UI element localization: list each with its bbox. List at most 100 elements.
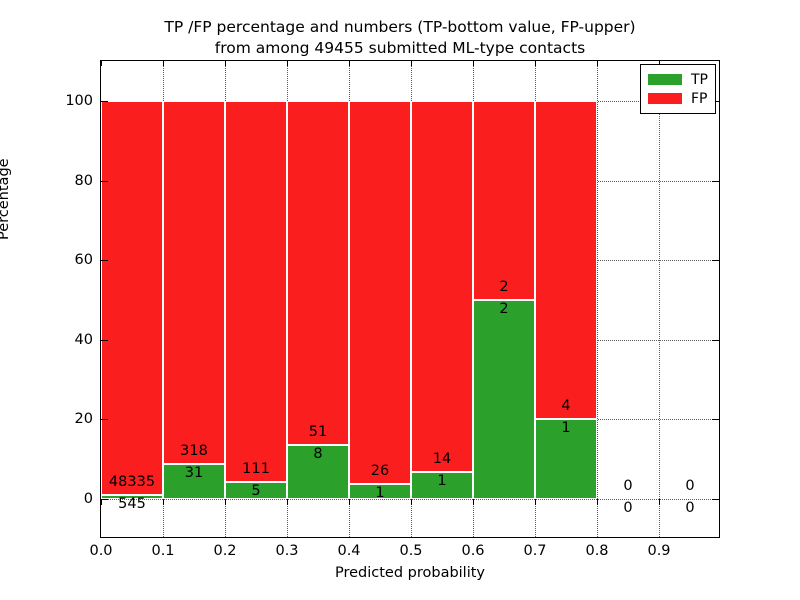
bar-value-fp: 111	[242, 460, 270, 477]
y-tick-label: 60	[74, 252, 93, 269]
plot-axes: 48335 545 318 31 111 5 51 8 26 1 14 1 2 2 4 1 0 0 0 0 0.0 0.1…	[65, 60, 720, 559]
y-tick-label: 20	[74, 411, 93, 428]
y-tick-label: 40	[74, 331, 93, 348]
bar-stack	[287, 101, 349, 499]
bar-value-tp: 1	[437, 473, 447, 490]
bar-stack	[349, 101, 411, 499]
y-tick	[101, 260, 108, 262]
x-axis-title: Predicted probability	[334, 565, 486, 581]
x-tick	[163, 499, 164, 505]
bar-segment-tp	[287, 444, 349, 499]
bar-value-fp: 48335	[108, 473, 156, 490]
bar-value-fp: 0	[685, 478, 695, 494]
bar-value-tp: 545	[118, 495, 146, 512]
x-tick-label: 0.4	[337, 543, 361, 559]
x-tick-top	[473, 61, 474, 66]
bar-stack	[163, 101, 225, 499]
bar-segment-tp	[473, 300, 535, 499]
chart-title-line1: TP /FP percentage and numbers (TP-bottom…	[164, 18, 636, 36]
y-tick	[101, 419, 108, 421]
x-tick-label: 0.8	[585, 543, 609, 559]
y-tick	[101, 180, 108, 182]
x-tick	[225, 499, 226, 505]
gridline-horizontal	[101, 499, 719, 500]
bar-segment-fp	[535, 101, 597, 420]
x-tick-top	[659, 61, 660, 66]
legend-item-fp: FP	[648, 89, 708, 108]
y-tick-right	[712, 419, 719, 421]
bar-value-fp: 26	[370, 463, 390, 480]
bar-segment-fp	[101, 101, 163, 495]
bar-value-tp: 8	[313, 445, 323, 462]
plot-area: 48335 545 318 31 111 5 51 8 26 1 14 1 2 2 4 1 0 0 0 0 0.0 0.1…	[65, 61, 719, 559]
bar-value-tp: 1	[375, 485, 385, 502]
x-tick-top	[163, 61, 164, 66]
y-tick-right	[712, 339, 719, 341]
bar-stack	[101, 101, 163, 499]
legend-label-tp: TP	[691, 71, 708, 88]
x-tick-top	[411, 61, 412, 66]
bar-value-fp: 0	[623, 478, 633, 494]
bar-value-tp: 2	[499, 301, 509, 317]
legend-swatch-fp	[648, 93, 682, 104]
x-tick-top	[101, 61, 102, 66]
bar-segment-tp	[101, 494, 163, 499]
bar-segment-tp	[163, 463, 225, 499]
y-axis-title: Percentage	[0, 158, 12, 240]
bar-value-tp: 0	[685, 500, 695, 516]
x-tick-top	[349, 61, 350, 66]
y-tick-label: 80	[74, 172, 93, 189]
x-tick	[535, 499, 536, 505]
x-tick-label: 0.7	[523, 543, 547, 559]
y-tick-right	[712, 260, 719, 262]
bar-segment-fp	[225, 101, 287, 482]
x-tick	[411, 499, 412, 505]
y-tick-right	[712, 180, 719, 182]
x-tick-label: 0.6	[461, 543, 485, 559]
y-tick	[101, 101, 108, 102]
bar-value-tp: 1	[561, 420, 571, 437]
bar-value-tp: 5	[251, 482, 261, 499]
y-tick	[101, 499, 108, 500]
y-tick-label: 100	[65, 93, 93, 109]
bar-segment-tp	[535, 419, 597, 499]
x-tick-label: 0.3	[275, 543, 299, 559]
x-tick-top	[287, 61, 288, 66]
bar-segment-fp	[473, 101, 535, 300]
bar-segment-fp	[287, 101, 349, 445]
x-tick	[597, 499, 598, 505]
chart-title: TP /FP percentage and numbers (TP-bottom…	[0, 17, 800, 59]
chart-title-line2: from among 49455 submitted ML-type conta…	[214, 39, 586, 57]
x-tick-top	[535, 61, 536, 66]
bar-segment-tp	[349, 484, 411, 499]
bar-value-fp: 4	[561, 398, 571, 415]
bar-segment-tp	[411, 472, 473, 499]
bar-segment-fp	[349, 101, 411, 485]
chart-legend[interactable]: TP FP	[640, 64, 716, 114]
x-tick-label: 0.0	[89, 543, 113, 559]
x-tick-label: 0.2	[213, 543, 237, 559]
bar-segment-fp	[163, 101, 225, 464]
y-tick-label: 0	[83, 491, 93, 507]
bar-value-tp: 31	[184, 464, 204, 481]
y-tick-right	[712, 499, 719, 500]
x-tick-label: 0.9	[647, 543, 671, 559]
bar-stack	[473, 101, 535, 499]
legend-swatch-tp	[648, 74, 682, 85]
bar-segment-fp	[411, 101, 473, 473]
bar-value-fp: 14	[432, 451, 452, 468]
legend-label-fp: FP	[691, 90, 708, 107]
x-tick	[473, 499, 474, 505]
x-tick-top	[597, 61, 598, 66]
y-tick	[101, 339, 108, 341]
bar-value-fp: 318	[180, 442, 208, 459]
x-tick-top	[225, 61, 226, 66]
x-tick	[659, 499, 660, 505]
legend-item-tp: TP	[648, 70, 708, 89]
bar-stack	[225, 101, 287, 499]
bar-value-tp: 0	[623, 500, 633, 516]
x-tick	[101, 499, 102, 505]
x-tick	[349, 499, 350, 505]
bar-stack	[411, 101, 473, 499]
bar-value-fp: 2	[499, 279, 509, 295]
